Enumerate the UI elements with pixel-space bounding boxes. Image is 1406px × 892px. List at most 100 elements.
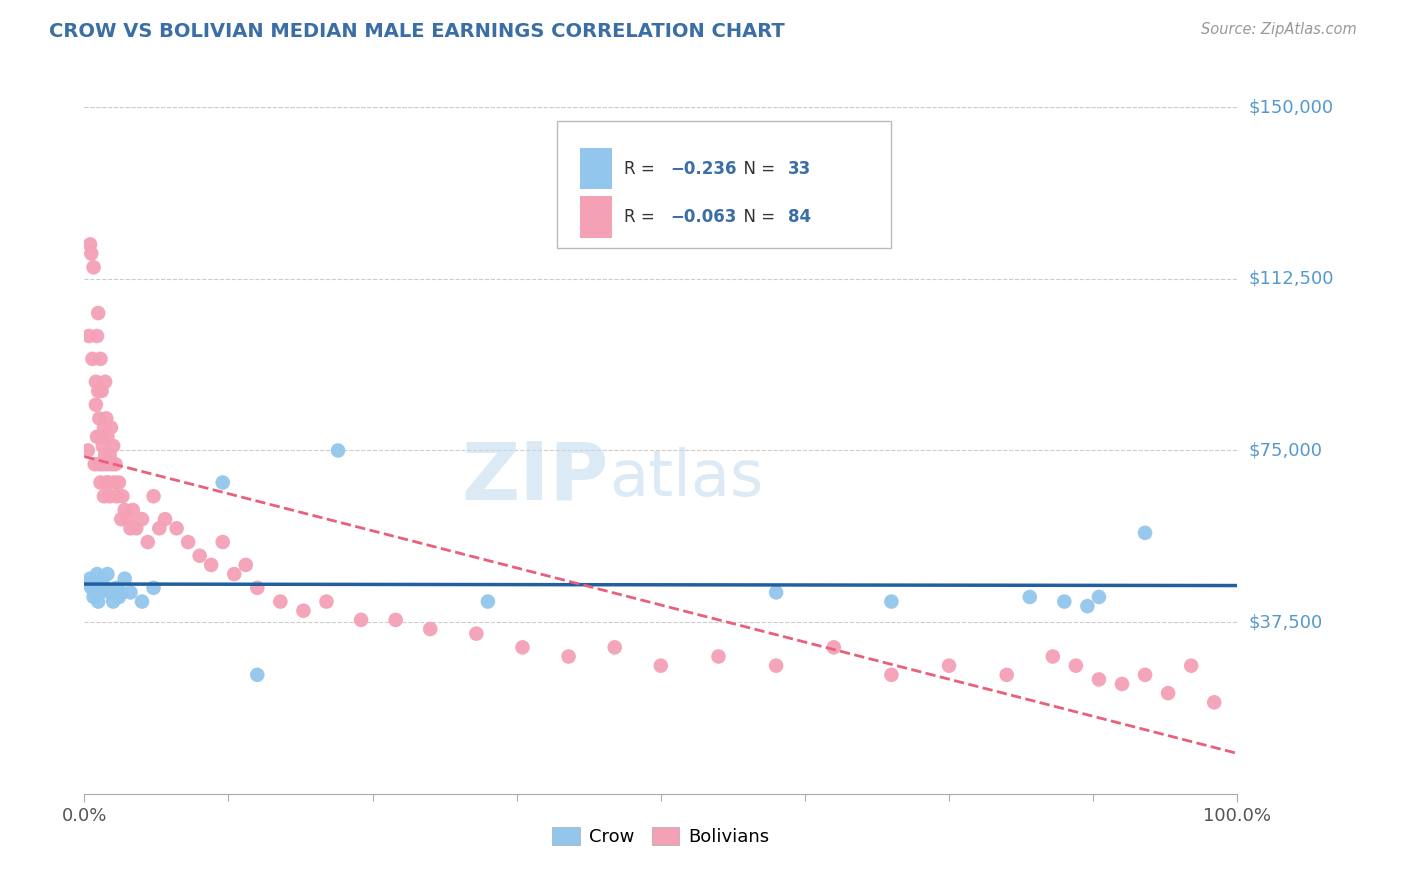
Text: CROW VS BOLIVIAN MEDIAN MALE EARNINGS CORRELATION CHART: CROW VS BOLIVIAN MEDIAN MALE EARNINGS CO…: [49, 22, 785, 41]
Text: R =: R =: [624, 208, 659, 226]
Point: [136, 535, 159, 549]
FancyBboxPatch shape: [581, 148, 613, 189]
Text: Source: ZipAtlas.com: Source: ZipAtlas.com: [1201, 22, 1357, 37]
Point: [211, 475, 233, 490]
Point: [96, 430, 118, 444]
Point: [89, 411, 111, 425]
Point: [103, 475, 125, 490]
Point: [89, 475, 111, 490]
Point: [83, 457, 105, 471]
Point: [80, 246, 103, 260]
Point: [1064, 658, 1087, 673]
Text: −0.236: −0.236: [671, 160, 737, 178]
Text: $112,500: $112,500: [1249, 269, 1334, 288]
Point: [765, 585, 787, 599]
Point: [91, 572, 114, 586]
Point: [96, 411, 118, 425]
Point: [108, 590, 131, 604]
Point: [419, 622, 441, 636]
Point: [117, 512, 139, 526]
Point: [1088, 673, 1111, 687]
Text: 84: 84: [787, 208, 811, 226]
Point: [98, 489, 121, 503]
Point: [211, 535, 233, 549]
Point: [96, 475, 118, 490]
Point: [603, 640, 626, 655]
Point: [142, 581, 165, 595]
Point: [94, 375, 117, 389]
Point: [103, 594, 124, 608]
Point: [246, 668, 269, 682]
Text: 33: 33: [787, 160, 811, 178]
Point: [269, 594, 291, 608]
Point: [384, 613, 406, 627]
Point: [86, 567, 108, 582]
Point: [707, 649, 730, 664]
Point: [1042, 649, 1064, 664]
Point: [1180, 658, 1202, 673]
Point: [105, 581, 128, 595]
Point: [131, 512, 153, 526]
Point: [80, 581, 103, 595]
FancyBboxPatch shape: [581, 196, 613, 237]
Point: [97, 475, 120, 490]
Point: [114, 503, 136, 517]
Point: [90, 576, 112, 591]
Point: [880, 594, 903, 608]
Point: [142, 489, 165, 503]
Point: [477, 594, 499, 608]
Point: [110, 512, 132, 526]
Point: [89, 585, 111, 599]
Point: [1053, 594, 1076, 608]
Point: [96, 457, 118, 471]
Point: [83, 260, 105, 275]
Point: [1204, 695, 1226, 709]
Text: −0.063: −0.063: [671, 208, 737, 226]
Text: R =: R =: [624, 160, 659, 178]
Point: [557, 649, 579, 664]
Point: [938, 658, 960, 673]
Point: [84, 398, 107, 412]
Point: [93, 489, 115, 503]
Legend: Crow, Bolivians: Crow, Bolivians: [546, 820, 776, 854]
Point: [84, 375, 107, 389]
Point: [880, 668, 903, 682]
Point: [823, 640, 845, 655]
Point: [650, 658, 672, 673]
Text: $75,000: $75,000: [1249, 442, 1323, 459]
Point: [98, 448, 121, 462]
Point: [235, 558, 257, 572]
Text: atlas: atlas: [609, 447, 763, 509]
Point: [995, 668, 1018, 682]
Point: [108, 475, 131, 490]
Text: N =: N =: [734, 160, 780, 178]
Point: [76, 576, 98, 591]
Point: [131, 594, 153, 608]
Point: [105, 489, 128, 503]
Point: [1133, 668, 1156, 682]
Point: [114, 572, 136, 586]
Point: [91, 457, 114, 471]
Point: [79, 237, 101, 252]
Point: [103, 439, 124, 453]
Point: [153, 512, 176, 526]
Point: [86, 430, 108, 444]
Point: [1076, 599, 1098, 614]
Point: [77, 329, 100, 343]
FancyBboxPatch shape: [557, 120, 891, 248]
Point: [1018, 590, 1040, 604]
Point: [110, 585, 132, 599]
Point: [89, 457, 111, 471]
Point: [79, 572, 101, 586]
Point: [101, 457, 124, 471]
Text: $37,500: $37,500: [1249, 613, 1323, 632]
Point: [83, 585, 105, 599]
Point: [292, 604, 315, 618]
Point: [148, 521, 170, 535]
Point: [90, 384, 112, 398]
Point: [246, 581, 269, 595]
Point: [326, 443, 349, 458]
Point: [350, 613, 373, 627]
Point: [465, 626, 488, 640]
Point: [1111, 677, 1133, 691]
